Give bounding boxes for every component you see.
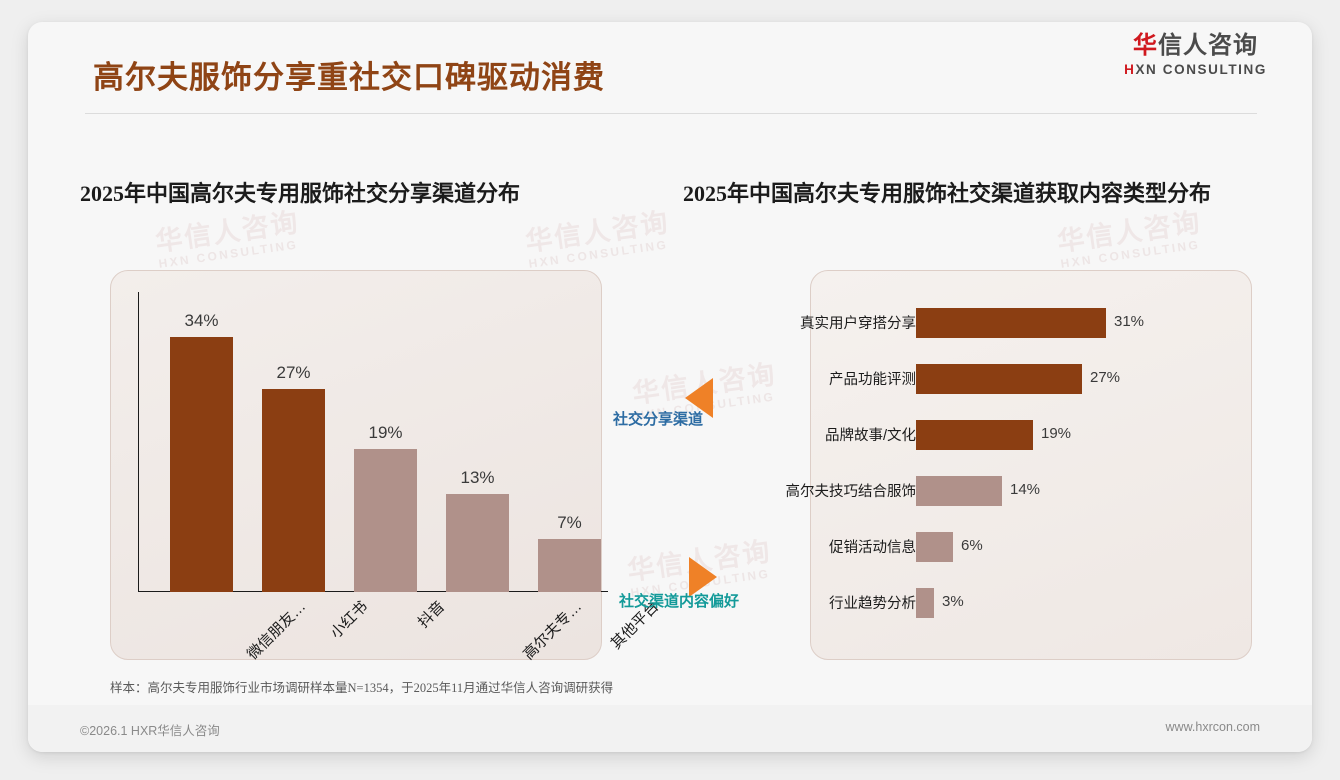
horizontal-bar-item: 行业趋势分析 3% — [828, 588, 1238, 618]
left-chart-heading: 2025年中国高尔夫专用服饰社交分享渠道分布 — [80, 181, 521, 206]
horizontal-bar-value-label: 6% — [961, 537, 983, 554]
vertical-bar — [262, 389, 325, 592]
watermark-cn: 华信人咨询 — [1055, 207, 1204, 258]
vertical-bar-item: 34% — [170, 311, 233, 592]
logo-english-text: HXN CONSULTING — [1124, 63, 1267, 77]
vertical-bar-item: 7% — [538, 513, 601, 592]
triangle-right-icon — [689, 557, 717, 597]
horizontal-bar — [916, 420, 1033, 450]
watermark-en: HXN CONSULTING — [157, 237, 300, 272]
vertical-bar — [170, 337, 233, 592]
watermark-en: HXN CONSULTING — [1059, 237, 1202, 272]
watermark: 华信人咨询 HXN CONSULTING — [1055, 207, 1206, 272]
horizontal-bar — [916, 532, 953, 562]
horizontal-bar-category-label: 品牌故事/文化 — [824, 428, 916, 444]
vertical-bar-item: 13% — [446, 468, 509, 592]
source-note: 样本：高尔夫专用服饰行业市场调研样本量N=1354，于2025年11月通过华信人… — [110, 681, 614, 695]
horizontal-bar-category-label: 真实用户穿搭分享 — [800, 316, 916, 332]
vertical-bar-chart: 34% 27% 19% 13% 7% 微信朋友… 小红书 抖音 高尔夫专… 其他平台 — [138, 292, 662, 663]
vertical-bar-value-label: 13% — [460, 468, 495, 487]
vertical-bar — [354, 449, 417, 592]
horizontal-bar-category-label: 产品功能评测 — [829, 372, 916, 388]
page-title: 高尔夫服饰分享重社交口碑驱动消费 — [93, 60, 605, 95]
slide-header: 高尔夫服饰分享重社交口碑驱动消费 华信人咨询 HXN CONSULTING — [28, 22, 1312, 114]
watermark-cn: 华信人咨询 — [153, 207, 302, 258]
horizontal-bar-category-label: 促销活动信息 — [829, 540, 916, 556]
horizontal-bar-value-label: 31% — [1114, 313, 1145, 330]
horizontal-bar — [916, 476, 1002, 506]
horizontal-bar-category-label: 行业趋势分析 — [829, 596, 916, 612]
slide-footer: ©2026.1 HXR华信人咨询 www.hxrcon.com — [28, 705, 1312, 752]
vertical-bar — [538, 539, 601, 592]
header-divider — [85, 113, 1257, 114]
triangle-left-icon — [685, 378, 713, 418]
horizontal-bar-value-label: 14% — [1010, 481, 1041, 498]
logo-cn-accent-char: 华 — [1133, 32, 1159, 59]
logo-chinese-text: 华信人咨询 — [1124, 34, 1267, 58]
company-logo: 华信人咨询 HXN CONSULTING — [1124, 34, 1267, 77]
horizontal-bar-item: 品牌故事/文化 19% — [824, 420, 1238, 450]
right-chart-heading: 2025年中国高尔夫专用服饰社交渠道获取内容类型分布 — [683, 181, 1212, 206]
watermark-cn: 华信人咨询 — [523, 207, 672, 258]
horizontal-bar — [916, 588, 934, 618]
horizontal-bar-value-label: 3% — [942, 593, 964, 610]
vertical-bar-value-label: 7% — [557, 513, 582, 532]
horizontal-bar-item: 产品功能评测 27% — [828, 364, 1238, 394]
callout-label: 社交渠道内容偏好 — [619, 593, 740, 610]
watermark: 华信人咨询 HXN CONSULTING — [523, 207, 674, 272]
horizontal-bar-chart: 真实用户穿搭分享 31% 产品功能评测 27% 品牌故事/文化 19% 高尔夫技巧结合服饰 1… — [786, 308, 1238, 628]
slide-card: 高尔夫服饰分享重社交口碑驱动消费 华信人咨询 HXN CONSULTING 华信… — [28, 22, 1312, 752]
vertical-bar — [446, 494, 509, 592]
horizontal-bar-item: 真实用户穿搭分享 31% — [800, 308, 1238, 338]
vertical-bar-value-label: 34% — [184, 311, 219, 330]
horizontal-bar-category-label: 高尔夫技巧结合服饰 — [785, 484, 917, 500]
vertical-bar-item: 27% — [262, 363, 325, 592]
vertical-bar-item: 19% — [354, 423, 417, 592]
vertical-bar-value-label: 19% — [368, 423, 403, 442]
horizontal-bar-value-label: 19% — [1041, 425, 1072, 442]
vertical-bar-value-label: 27% — [276, 363, 311, 382]
y-axis-line — [138, 292, 139, 592]
callout-label: 社交分享渠道 — [613, 411, 704, 428]
horizontal-bar-value-label: 27% — [1090, 369, 1121, 386]
watermark-en: HXN CONSULTING — [527, 237, 670, 272]
horizontal-bar-item: 促销活动信息 6% — [828, 532, 1238, 562]
logo-en-rest: XN CONSULTING — [1135, 62, 1267, 77]
footer-website: www.hxrcon.com — [1165, 720, 1260, 734]
horizontal-bar — [916, 364, 1082, 394]
logo-cn-rest: 信人咨询 — [1158, 32, 1259, 59]
footer-copyright: ©2026.1 HXR华信人咨询 — [80, 724, 220, 738]
logo-en-accent-char: H — [1124, 62, 1136, 77]
watermark: 华信人咨询 HXN CONSULTING — [153, 207, 304, 272]
horizontal-bar — [916, 308, 1106, 338]
horizontal-bar-item: 高尔夫技巧结合服饰 14% — [786, 476, 1238, 506]
